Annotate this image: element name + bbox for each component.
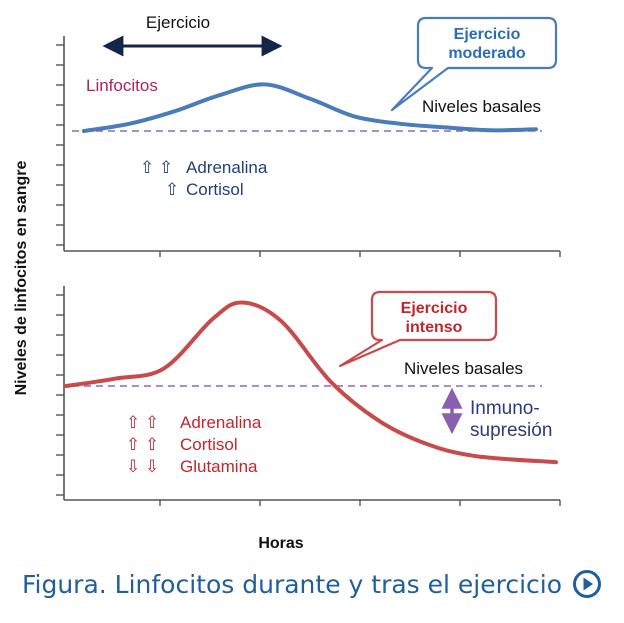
moderate-callout-line1: Ejercicio	[454, 26, 521, 43]
top-y-ticks	[56, 44, 64, 246]
top-adrenaline-arrows: ⇧ ⇧	[140, 158, 173, 177]
lymphocytes-label: Linfocitos	[86, 76, 158, 95]
caption-text: Figura. Linfocitos durante y tras el eje…	[21, 569, 563, 599]
y-axis-label: Niveles de linfocitos en sangre	[13, 161, 30, 396]
top-adrenaline-label: Adrenalina	[186, 158, 268, 177]
bottom-lymphocyte-curve	[64, 300, 558, 465]
intense-callout-line1: Ejercicio	[401, 300, 468, 317]
bottom-y-ticks	[56, 294, 64, 496]
bottom-cortisol-arrows: ⇧ ⇧	[126, 435, 159, 454]
bottom-cortisol-label: Cortisol	[180, 435, 238, 454]
play-circle-icon[interactable]	[572, 569, 602, 599]
chart-svg: Niveles de linfocitos en sangre Ejercici…	[13, 13, 561, 552]
bottom-glutamine-arrows: ⇩ ⇩	[126, 457, 159, 476]
bottom-panel-axes	[63, 286, 560, 501]
intense-callout-line2: intenso	[406, 319, 463, 336]
bottom-glutamine-label: Glutamina	[180, 457, 258, 476]
figure-caption: Figura. Linfocitos durante y tras el eje…	[0, 564, 624, 604]
moderate-exercise-callout: Ejercicio moderado	[390, 16, 558, 112]
bottom-adrenaline-label: Adrenalina	[180, 413, 262, 432]
intense-exercise-callout: Ejercicio intenso	[338, 290, 498, 368]
bottom-basal-label: Niveles basales	[404, 359, 523, 378]
top-x-ticks	[159, 251, 561, 257]
moderate-callout-line2: moderado	[448, 45, 526, 62]
top-cortisol-label: Cortisol	[186, 180, 244, 199]
x-axis-label: Horas	[258, 535, 303, 552]
bottom-x-ticks	[159, 500, 561, 506]
bottom-adrenaline-arrows: ⇧ ⇧	[126, 413, 159, 432]
top-lymphocyte-curve	[82, 82, 538, 133]
immunosuppression-line2: supresión	[470, 420, 552, 441]
top-cortisol-arrow: ⇧	[165, 180, 179, 199]
immunosuppression-line1: Inmuno-	[470, 398, 540, 419]
exercise-label: Ejercicio	[146, 13, 210, 32]
top-basal-label: Niveles basales	[422, 97, 541, 116]
top-panel-axes	[63, 36, 560, 252]
